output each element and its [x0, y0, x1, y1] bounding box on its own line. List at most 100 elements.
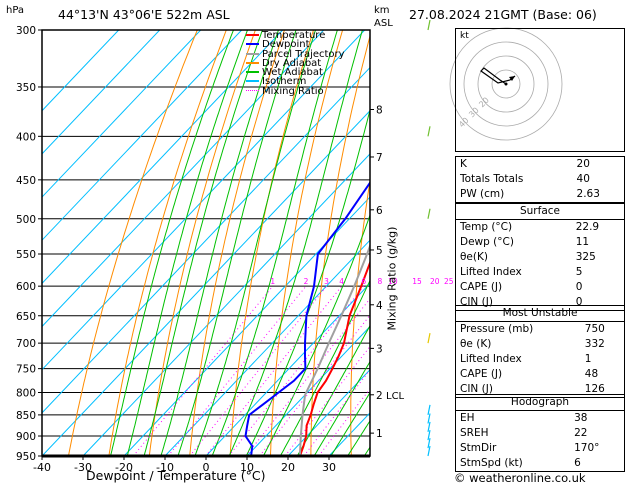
- temperature-tick-label: 30: [322, 461, 336, 474]
- hodograph-param-value: 38: [570, 410, 626, 426]
- most-unstable-row: CIN (J) 126: [454, 382, 625, 398]
- wind-barb: [427, 333, 431, 344]
- isotherm-line: [246, 325, 370, 456]
- temperature-tick-label: -10: [156, 461, 174, 474]
- isotherm-line: [42, 30, 284, 285]
- mixing-ratio-line: [318, 387, 370, 456]
- index-row: K 20: [454, 156, 625, 172]
- pressure-tick-label: 750: [16, 364, 36, 376]
- temperature-tick-label: 20: [281, 461, 295, 474]
- temperature-tick-label: -30: [74, 461, 92, 474]
- most-unstable-row: Pressure (mb) 750: [454, 321, 625, 337]
- series-temperature: [298, 259, 370, 456]
- surface-value: 22.9: [571, 219, 625, 235]
- legend-label: Dry Adiabat: [262, 57, 322, 69]
- isotherm-line: [42, 30, 243, 241]
- surface-table: Surface Temp (°C) 22.9 Dewp (°C) 11 θe(K) 325…: [454, 203, 625, 311]
- hodograph-param-row: EH 38: [455, 410, 626, 426]
- index-row: PW (cm) 2.63: [454, 187, 625, 203]
- mixing-ratio-label: 10: [388, 277, 398, 286]
- most-unstable-value: 126: [580, 382, 625, 398]
- wet-adiabat-line: [194, 30, 316, 456]
- most-unstable-value: 332: [580, 337, 625, 352]
- mixing-ratio-label: 1: [270, 277, 275, 286]
- legend-swatch: [246, 90, 259, 92]
- mixing-ratio-label: 25: [444, 277, 454, 286]
- mixing-ratio-label: 8: [378, 277, 383, 286]
- mixing-ratio-line: [167, 285, 307, 456]
- legend-label: Dewpoint: [262, 39, 310, 51]
- legend-swatch: [246, 71, 259, 74]
- height-tick-label: 6: [376, 205, 383, 217]
- isotherm-line: [42, 30, 366, 371]
- surface-label: Temp (°C): [454, 219, 572, 235]
- wet-adiabat-line: [110, 30, 234, 456]
- dry-adiabat-line: [427, 30, 459, 456]
- hodograph-param-label: EH: [455, 410, 571, 426]
- surface-label: θe(K): [454, 250, 572, 265]
- wind-barb: [427, 413, 431, 424]
- index-label: PW (cm): [454, 187, 573, 203]
- legend-item: Mixing Ratio: [246, 86, 345, 96]
- temperature-tick-label: 0: [203, 461, 210, 474]
- most-unstable-row: Lifted Index 1: [454, 352, 625, 367]
- most-unstable-value: 1: [580, 352, 625, 367]
- pressure-tick-label: 900: [16, 431, 36, 443]
- isotherm-line: [42, 30, 202, 198]
- pressure-tick-label: 950: [16, 451, 36, 463]
- series-parcel-trajectory: [298, 243, 370, 456]
- index-value: 40: [572, 172, 625, 187]
- temperature-tick-label: 10: [240, 461, 254, 474]
- hpa-axis-label: hPa: [6, 5, 25, 16]
- hodograph-ring: [491, 69, 521, 99]
- indices-table: K 20 Totals Totals 40 PW (cm) 2.63: [454, 156, 625, 203]
- wet-adiabat-line: [279, 279, 370, 456]
- hodograph-table: Hodograph EH 38 SREH 22 StmDir 170° StmSpd (kt…: [455, 394, 626, 472]
- hodograph-param-label: StmSpd (kt): [455, 456, 571, 472]
- pressure-tick-label: 600: [16, 281, 36, 293]
- wet-adiabat-line: [160, 30, 279, 456]
- wet-adiabat-line: [313, 360, 370, 456]
- skewt-axes: 1 2 3 4 6 8 10 15 20 2530035040045050055060065070…: [16, 25, 454, 474]
- isotherm-line: [42, 30, 120, 112]
- index-value: 2.63: [572, 187, 625, 203]
- pressure-tick-label: 650: [16, 311, 36, 323]
- mixing-ratio-line: [245, 297, 370, 456]
- most-unstable-row: CAPE (J) 48: [454, 367, 625, 382]
- temperature-tick-label: -40: [33, 461, 51, 474]
- index-label: Totals Totals: [454, 172, 573, 187]
- isotherm-line: [205, 282, 370, 456]
- surface-row: Temp (°C) 22.9: [454, 219, 625, 235]
- legend-item: Parcel Trajectory: [246, 49, 345, 59]
- skewt-profiles: [244, 180, 370, 456]
- km-axis-label: km: [374, 5, 390, 16]
- surface-value: 0: [571, 280, 625, 295]
- wet-adiabat-line: [228, 30, 363, 456]
- pressure-tick-label: 700: [16, 338, 36, 350]
- surface-row: Dewp (°C) 11: [454, 235, 625, 250]
- copyright-footer: © weatheronline.co.uk: [454, 471, 586, 485]
- mixing-ratio-label: 2: [304, 277, 309, 286]
- hodograph-param-label: SREH: [455, 426, 571, 441]
- most-unstable-value: 750: [580, 321, 625, 337]
- mixing-ratio-label: 20: [430, 277, 440, 286]
- wet-adiabat-line: [245, 108, 370, 456]
- isotherm-line: [82, 153, 370, 456]
- hodograph-param-row: StmSpd (kt) 6: [455, 456, 626, 472]
- height-tick-label: 2: [376, 390, 383, 402]
- dry-adiabat-line: [108, 30, 227, 456]
- temperature-tick-label: -20: [115, 461, 133, 474]
- most-unstable-label: θe (K): [454, 337, 581, 352]
- hodograph-kt-label: kt: [460, 31, 469, 41]
- isotherm-line: [287, 368, 370, 456]
- dry-adiabat-line: [68, 30, 198, 456]
- height-tick-label: 7: [376, 152, 383, 164]
- legend-swatch: [246, 80, 259, 83]
- legend-item: Wet Adiabat: [246, 68, 345, 78]
- pressure-tick-label: 400: [16, 131, 36, 143]
- pressure-tick-label: 350: [16, 82, 36, 94]
- surface-value: 11: [571, 235, 625, 250]
- surface-label: Dewp (°C): [454, 235, 572, 250]
- isotherm-line: [164, 239, 370, 456]
